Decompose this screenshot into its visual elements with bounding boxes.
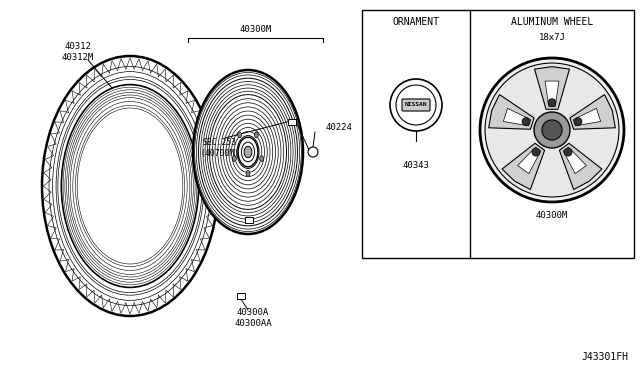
Text: J43301FH: J43301FH [581, 352, 628, 362]
Polygon shape [518, 147, 541, 174]
Polygon shape [559, 143, 602, 190]
Circle shape [542, 120, 562, 140]
Ellipse shape [193, 70, 303, 234]
Circle shape [308, 147, 318, 157]
Polygon shape [570, 94, 615, 129]
Ellipse shape [244, 146, 252, 158]
Text: NISSAN: NISSAN [404, 103, 428, 108]
Bar [245, 218, 253, 224]
Ellipse shape [237, 132, 241, 138]
Bar [362, 10, 634, 258]
Polygon shape [545, 81, 559, 106]
Text: SEC.253
(40700M): SEC.253 (40700M) [200, 138, 239, 158]
Polygon shape [573, 108, 601, 126]
Text: 18x7J: 18x7J [539, 33, 565, 42]
Text: ALUMINUM WHEEL: ALUMINUM WHEEL [511, 17, 593, 27]
Text: 40224: 40224 [325, 124, 352, 132]
Ellipse shape [260, 156, 264, 161]
Circle shape [534, 112, 570, 148]
Text: ORNAMENT: ORNAMENT [392, 17, 440, 27]
Polygon shape [489, 94, 534, 129]
Ellipse shape [61, 84, 198, 288]
Text: 40343: 40343 [403, 160, 429, 170]
Text: 40312
40312M: 40312 40312M [62, 42, 94, 62]
FancyBboxPatch shape [402, 99, 430, 111]
Ellipse shape [241, 142, 255, 162]
Circle shape [396, 85, 436, 125]
Text: 40300M: 40300M [239, 26, 271, 35]
Circle shape [522, 118, 530, 125]
Circle shape [480, 58, 624, 202]
Ellipse shape [232, 156, 236, 161]
Polygon shape [502, 143, 545, 190]
Polygon shape [563, 147, 586, 174]
Circle shape [548, 99, 556, 107]
Circle shape [564, 148, 572, 156]
Polygon shape [534, 67, 570, 109]
Ellipse shape [255, 132, 259, 138]
Text: 40300M: 40300M [536, 211, 568, 219]
Bar [288, 119, 296, 125]
Ellipse shape [238, 137, 258, 167]
Circle shape [485, 63, 619, 197]
Text: 40300A
40300AA: 40300A 40300AA [234, 308, 272, 328]
Circle shape [532, 148, 540, 156]
Circle shape [390, 79, 442, 131]
Circle shape [574, 118, 582, 125]
Bar [237, 293, 245, 299]
Ellipse shape [246, 170, 250, 176]
Polygon shape [503, 108, 531, 126]
